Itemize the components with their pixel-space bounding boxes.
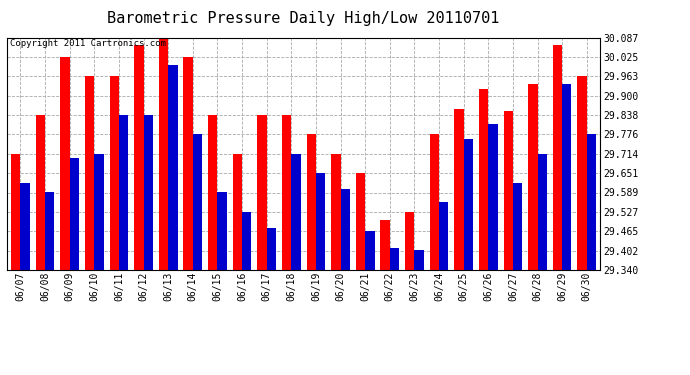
- Bar: [21, 183, 30, 270]
- Bar: [430, 134, 439, 270]
- Bar: [479, 90, 489, 270]
- Bar: [193, 134, 202, 270]
- Bar: [528, 84, 538, 270]
- Bar: [282, 115, 291, 270]
- Bar: [11, 154, 21, 270]
- Bar: [134, 45, 144, 270]
- Bar: [70, 158, 79, 270]
- Bar: [415, 250, 424, 270]
- Bar: [208, 115, 217, 270]
- Bar: [110, 76, 119, 270]
- Bar: [217, 192, 227, 270]
- Bar: [439, 201, 449, 270]
- Bar: [489, 124, 497, 270]
- Bar: [405, 212, 415, 270]
- Bar: [95, 154, 103, 270]
- Bar: [60, 57, 70, 270]
- Bar: [257, 115, 266, 270]
- Bar: [291, 154, 301, 270]
- Bar: [356, 173, 365, 270]
- Bar: [144, 115, 153, 270]
- Bar: [266, 228, 276, 270]
- Bar: [578, 76, 586, 270]
- Text: Copyright 2011 Cartronics.com: Copyright 2011 Cartronics.com: [10, 39, 166, 48]
- Bar: [464, 139, 473, 270]
- Bar: [504, 111, 513, 270]
- Text: Barometric Pressure Daily High/Low 20110701: Barometric Pressure Daily High/Low 20110…: [108, 11, 500, 26]
- Bar: [454, 109, 464, 270]
- Bar: [562, 84, 571, 270]
- Bar: [306, 134, 316, 270]
- Bar: [513, 183, 522, 270]
- Bar: [365, 231, 375, 270]
- Bar: [36, 115, 45, 270]
- Bar: [341, 189, 350, 270]
- Bar: [538, 154, 547, 270]
- Bar: [168, 64, 177, 270]
- Bar: [553, 45, 562, 270]
- Bar: [233, 154, 242, 270]
- Bar: [119, 115, 128, 270]
- Bar: [159, 38, 168, 270]
- Bar: [316, 173, 325, 270]
- Bar: [45, 192, 55, 270]
- Bar: [331, 154, 341, 270]
- Bar: [586, 134, 596, 270]
- Bar: [242, 212, 251, 270]
- Bar: [184, 57, 193, 270]
- Bar: [380, 220, 390, 270]
- Bar: [390, 248, 399, 270]
- Bar: [85, 76, 95, 270]
